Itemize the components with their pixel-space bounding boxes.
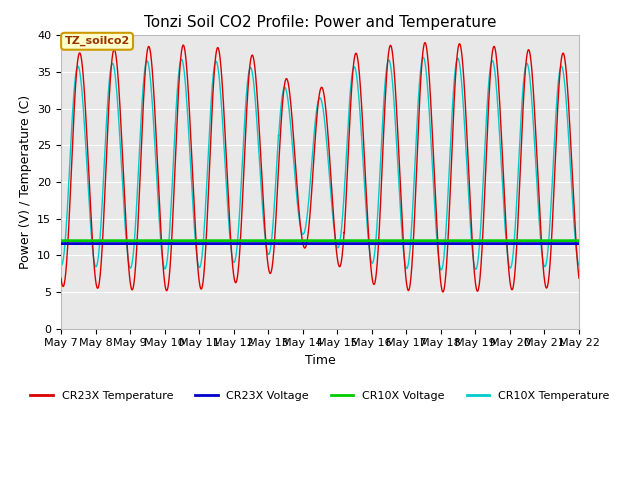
Text: TZ_soilco2: TZ_soilco2 — [65, 36, 130, 47]
X-axis label: Time: Time — [305, 354, 335, 367]
Legend: CR23X Temperature, CR23X Voltage, CR10X Voltage, CR10X Temperature: CR23X Temperature, CR23X Voltage, CR10X … — [26, 386, 614, 405]
Y-axis label: Power (V) / Temperature (C): Power (V) / Temperature (C) — [19, 95, 31, 269]
Title: Tonzi Soil CO2 Profile: Power and Temperature: Tonzi Soil CO2 Profile: Power and Temper… — [144, 15, 496, 30]
